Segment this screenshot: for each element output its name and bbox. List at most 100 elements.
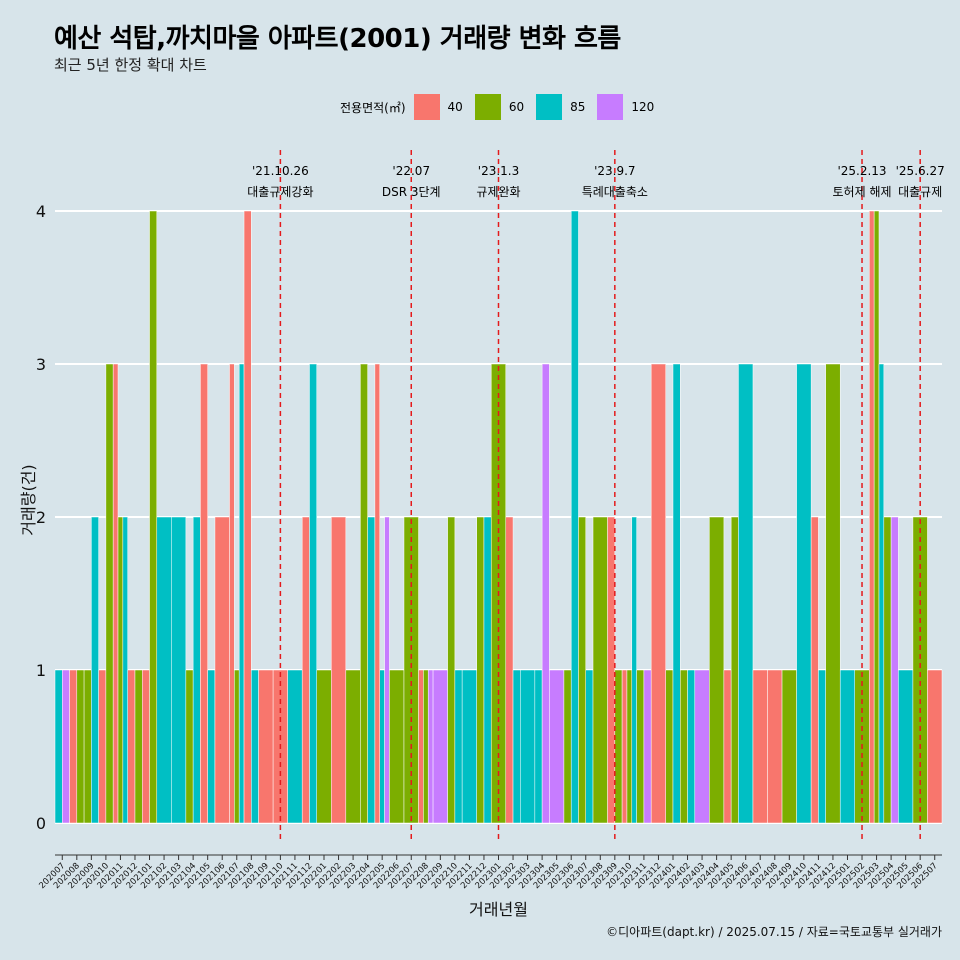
- bar-202401-60: [665, 669, 674, 824]
- bar-202205-85: [379, 669, 385, 824]
- bar-202404-60: [709, 516, 725, 824]
- event-date-3: '23.9.7: [594, 164, 635, 178]
- legend-item-60: 60: [474, 94, 532, 120]
- bar-202305-120: [549, 669, 565, 824]
- bar-202107-85: [238, 363, 245, 824]
- bar-202306-60: [563, 669, 572, 824]
- bar-202101-40: [141, 669, 150, 824]
- bar-202202-40: [331, 516, 347, 824]
- bar-202205-40: [374, 363, 380, 824]
- bar-202208-60: [423, 669, 429, 824]
- legend-label-120: 120: [631, 100, 655, 114]
- event-date-2: '23.1.3: [478, 164, 519, 178]
- bar-202204-60: [360, 363, 368, 824]
- bar-202309-60: [614, 669, 623, 824]
- y-tick-label-1: 1: [36, 661, 46, 680]
- bar-202503-85: [878, 363, 885, 824]
- legend-item-85: 85: [536, 94, 593, 120]
- bar-202203-60: [345, 669, 361, 824]
- y-tick-label-4: 4: [36, 202, 46, 221]
- bar-202309-40: [607, 516, 616, 824]
- event-label-0: 대출규제강화: [247, 185, 313, 199]
- bar-202011-40: [112, 363, 119, 824]
- bar-202402-85: [687, 669, 696, 824]
- bar-202409-60: [781, 669, 797, 824]
- bar-202105-40: [200, 363, 208, 824]
- event-label-5: 대출규제: [898, 185, 942, 199]
- bar-202105-85: [207, 669, 216, 824]
- event-date-5: '25.6.27: [896, 164, 945, 178]
- event-date-4: '25.2.13: [837, 164, 886, 178]
- bar-202406-85: [738, 363, 754, 824]
- chart-title: 예산 석탑,까치마을 아파트(2001) 거래량 변화 흐름: [54, 24, 621, 54]
- footer-credit: ©디아파트(dapt.kr) / 2025.07.15 / 자료=국토교통부 실…: [606, 925, 942, 939]
- y-axis-title: 거래량(건): [19, 464, 38, 535]
- bar-202403-120: [694, 669, 710, 824]
- bar-202107-60: [234, 669, 240, 824]
- y-tick-label-3: 3: [36, 355, 46, 374]
- bar-202104-85: [192, 516, 201, 824]
- bar-202007-85: [54, 669, 63, 824]
- bar-202008-40: [69, 669, 78, 824]
- bar-202102-85: [156, 516, 172, 824]
- x-axis-title: 거래년월: [469, 900, 528, 919]
- event-label-3: 특례대출축소: [582, 185, 648, 199]
- bar-202410-85: [796, 363, 812, 824]
- bar-202210-60: [447, 516, 456, 824]
- bar-202505-85: [898, 669, 914, 824]
- bar-202507-40: [927, 669, 943, 824]
- bar-202311-120: [643, 669, 652, 824]
- bar-202501-85: [839, 669, 856, 824]
- event-date-0: '21.10.26: [252, 164, 309, 178]
- bar-202204-85: [367, 516, 376, 824]
- legend-swatch-60: [474, 94, 501, 120]
- bar-202405-40: [723, 669, 732, 824]
- bar-202307-60: [578, 516, 586, 824]
- bar-202206-60: [389, 669, 405, 824]
- bar-202310-40: [621, 669, 628, 824]
- bar-202212-85: [483, 516, 492, 824]
- bar-202411-85: [818, 669, 826, 824]
- legend-label-60: 60: [508, 100, 525, 114]
- legend-item-40: 40: [413, 94, 471, 120]
- bar-202411-40: [810, 516, 819, 824]
- bar-202304-120: [541, 363, 550, 824]
- bar-202112-40: [301, 516, 310, 824]
- bar-202307-85: [585, 669, 594, 824]
- bar-202310-85: [631, 516, 637, 824]
- bar-202012-40: [127, 669, 136, 824]
- bar-202205-120: [384, 516, 390, 824]
- chart-subtitle: 최근 5년 한정 확대 차트: [54, 56, 207, 74]
- bar-202405-60: [730, 516, 739, 824]
- bar-202008-60: [76, 669, 85, 824]
- bar-202408-40: [767, 669, 783, 824]
- legend-item-120: 120: [597, 94, 662, 120]
- bar-202503-40: [869, 210, 875, 824]
- bar-202208-120: [427, 669, 434, 824]
- bar-202503-60: [873, 210, 880, 824]
- bar-202210-85: [454, 669, 463, 824]
- bar-202009-85: [91, 516, 99, 824]
- bar-202201-60: [316, 669, 332, 824]
- bar-202504-120: [890, 516, 899, 824]
- bar-202303-85: [520, 669, 536, 824]
- legend-label-40: 40: [447, 100, 463, 114]
- bar-202302-40: [505, 516, 514, 824]
- bar-202212-60: [476, 516, 485, 824]
- bar-202304-85: [534, 669, 543, 824]
- bar-202209-120: [432, 669, 448, 824]
- bar-202106-40: [214, 516, 230, 824]
- bar-202101-60: [149, 210, 158, 824]
- bar-202104-60: [185, 669, 194, 824]
- bar-202308-60: [592, 516, 608, 824]
- bar-202211-85: [461, 669, 477, 824]
- event-date-1: '22.07: [392, 164, 430, 178]
- bar-202310-60: [626, 669, 633, 824]
- y-tick-label-2: 2: [36, 508, 46, 527]
- bar-202207-60: [403, 516, 419, 824]
- bar-202010-60: [105, 363, 114, 824]
- legend-swatch-40: [413, 94, 440, 120]
- bar-202011-85: [122, 516, 128, 824]
- legend-title: 전용면적(㎡): [340, 100, 406, 115]
- y-tick-label-0: 0: [36, 814, 46, 833]
